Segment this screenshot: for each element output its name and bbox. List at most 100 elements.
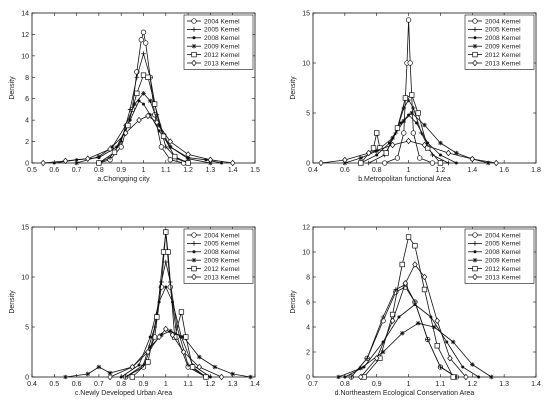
data-point bbox=[163, 325, 169, 333]
x-tick-label: 0.6 bbox=[72, 381, 82, 388]
x-tick-label: 0.8 bbox=[340, 381, 350, 388]
y-tick-label: 10 bbox=[21, 53, 29, 60]
legend-label: 2008 Kernel bbox=[485, 249, 521, 256]
data-point bbox=[399, 330, 405, 336]
legend-marker bbox=[192, 36, 196, 40]
x-tick-label: 0.9 bbox=[116, 167, 126, 174]
legend-marker bbox=[191, 27, 197, 32]
legend-entry: 2013 Kernel bbox=[187, 59, 240, 67]
data-point bbox=[421, 273, 428, 281]
series-2012-kernel bbox=[358, 92, 444, 166]
legend-marker bbox=[191, 241, 197, 246]
data-point bbox=[134, 74, 140, 80]
data-point bbox=[167, 157, 173, 163]
x-tick-label: 1.2 bbox=[436, 167, 446, 174]
data-point bbox=[220, 161, 224, 165]
data-point bbox=[248, 374, 253, 380]
x-tick-label: 1.4 bbox=[250, 381, 260, 388]
x-tick-label: 1.4 bbox=[467, 167, 477, 174]
data-point bbox=[431, 324, 437, 330]
y-axis-label: Density bbox=[9, 76, 16, 100]
legend-label: 2012 Kernel bbox=[485, 266, 521, 273]
data-point bbox=[412, 243, 418, 249]
data-point bbox=[463, 373, 469, 381]
data-point bbox=[159, 279, 164, 285]
data-point bbox=[145, 74, 151, 80]
y-tick-label: 0 bbox=[306, 161, 310, 168]
y-tick-label: 8 bbox=[25, 75, 29, 82]
y-tick-label: 12 bbox=[302, 225, 310, 232]
data-point bbox=[137, 363, 141, 367]
data-point bbox=[493, 159, 499, 167]
legend-label: 2008 Kernel bbox=[485, 35, 521, 42]
data-point bbox=[405, 234, 412, 240]
data-point bbox=[342, 156, 348, 164]
x-tick-label: 0.4 bbox=[27, 381, 37, 388]
series-2013-kernel bbox=[358, 261, 469, 381]
data-point bbox=[374, 130, 380, 136]
data-point bbox=[40, 159, 46, 167]
y-tick-label: 4 bbox=[306, 325, 310, 332]
data-point bbox=[382, 160, 388, 166]
chart-panel-b: 0.4 0.6 0.8 1 1.2 1.4 1.6 1.8 0 5 10 15 b.Metropolit… bbox=[290, 11, 541, 184]
series-2009-kernel bbox=[74, 91, 213, 166]
legend-box bbox=[464, 228, 535, 284]
legend-marker bbox=[472, 59, 478, 67]
legend-label: 2008 Kernel bbox=[204, 35, 240, 42]
data-point bbox=[196, 354, 202, 360]
legend-marker bbox=[191, 43, 197, 49]
data-point bbox=[445, 149, 452, 157]
legend-entry: 2013 Kernel bbox=[468, 59, 521, 67]
data-point bbox=[167, 328, 173, 334]
data-point bbox=[170, 300, 174, 304]
data-point bbox=[156, 333, 162, 341]
data-point bbox=[477, 375, 481, 379]
data-point bbox=[389, 317, 396, 324]
legend-entry: 2005 Kernel bbox=[468, 241, 521, 248]
x-tick-label: 0.8 bbox=[94, 167, 104, 174]
data-point bbox=[180, 348, 187, 356]
data-point bbox=[450, 339, 456, 345]
data-point bbox=[96, 154, 102, 159]
legend-entry: 2012 Kernel bbox=[187, 266, 240, 273]
x-tick-label: 1.1 bbox=[183, 381, 193, 388]
data-point bbox=[163, 259, 169, 265]
data-point bbox=[415, 121, 419, 125]
x-tick-label: 0.5 bbox=[27, 167, 37, 174]
legend-label: 2013 Kernel bbox=[204, 274, 240, 281]
data-point bbox=[185, 156, 191, 162]
legend-marker bbox=[472, 232, 478, 238]
y-tick-label: 5 bbox=[25, 325, 29, 332]
data-point bbox=[142, 102, 145, 106]
x-tick-label: 0.6 bbox=[49, 167, 59, 174]
y-tick-label: 15 bbox=[21, 225, 29, 232]
data-point bbox=[230, 371, 235, 377]
legend-marker bbox=[472, 265, 478, 272]
legend-label: 2013 Kernel bbox=[485, 274, 521, 281]
data-point bbox=[417, 155, 423, 161]
legend-marker bbox=[472, 51, 478, 58]
data-point bbox=[164, 285, 168, 289]
data-point bbox=[469, 155, 476, 163]
legend-label: 2008 Kernel bbox=[204, 249, 240, 256]
x-tick-label: 1.1 bbox=[161, 167, 171, 174]
x-axis-label: d.Northeastern Ecological Conservation A… bbox=[335, 390, 475, 397]
series-2013-kernel bbox=[318, 137, 499, 167]
data-point bbox=[185, 362, 191, 368]
data-point bbox=[141, 91, 146, 96]
data-point bbox=[365, 149, 372, 157]
data-point bbox=[165, 249, 171, 255]
legend-entry: 2005 Kernel bbox=[468, 27, 521, 34]
data-point bbox=[129, 363, 136, 371]
legend-entry: 2008 Kernel bbox=[468, 35, 521, 42]
data-point bbox=[401, 130, 407, 136]
x-tick-label: 0.4 bbox=[308, 167, 318, 174]
data-point bbox=[412, 261, 418, 268]
x-tick-label: 0.9 bbox=[372, 381, 382, 388]
y-tick-label: 10 bbox=[302, 250, 310, 257]
data-point bbox=[107, 145, 113, 153]
data-point bbox=[185, 151, 191, 158]
series-line bbox=[109, 328, 222, 378]
data-point bbox=[167, 138, 174, 145]
